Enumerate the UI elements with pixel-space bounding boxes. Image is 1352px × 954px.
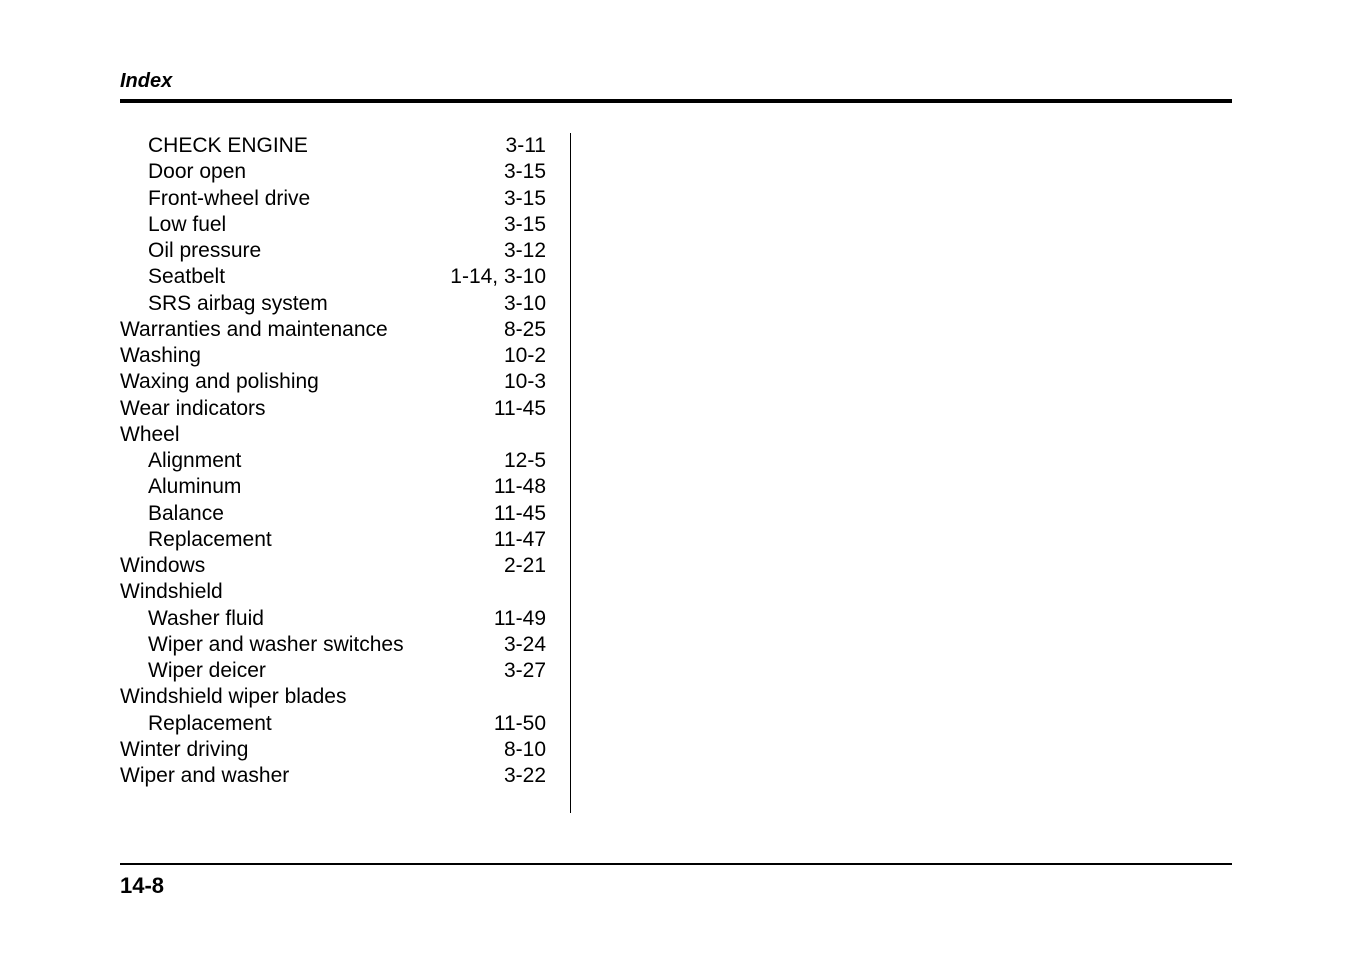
index-entry: Windshield [120,579,546,605]
index-entry-label: Seatbelt [120,264,225,290]
index-entry-label: Door open [120,159,246,185]
index-entry: Washing 10-2 [120,343,546,369]
index-entry-page: 11-45 [482,501,546,527]
index-columns: CHECK ENGINE3-11Door open3-15Front-wheel… [120,133,1232,813]
index-entry: Replacement 11-50 [120,711,546,737]
index-entry: Windshield wiper blades [120,684,546,710]
index-entry-label: Wiper and washer [120,763,289,789]
index-entry-label: SRS airbag system [120,291,328,317]
index-entry: Door open 3-15 [120,159,546,185]
index-entry-page: 11-49 [482,606,546,632]
index-entry-label: Wiper and washer switches [120,632,404,658]
index-entry-page: 2-21 [482,553,546,579]
index-entry-label: Washer fluid [120,606,264,632]
index-entry-label: Replacement [120,527,272,553]
index-entry-label: Windshield wiper blades [120,684,346,710]
index-entry-page: 3-22 [482,763,546,789]
index-entry-page: 3-11 [482,133,546,159]
footer: 14-8 [120,863,1232,899]
index-entry-label: Replacement [120,711,272,737]
index-entry: Washer fluid 11-49 [120,606,546,632]
index-entry: Wear indicators 11-45 [120,396,546,422]
index-entry-page: 8-25 [482,317,546,343]
index-entry: Waxing and polishing 10-3 [120,369,546,395]
index-entry-page: 10-2 [482,343,546,369]
index-entry-page: 11-50 [482,711,546,737]
index-entry: CHECK ENGINE 3-11 [120,133,546,159]
index-entry-label: Wiper deicer [120,658,266,684]
index-entry-label: Warranties and maintenance [120,317,388,343]
page-number: 14-8 [120,873,1232,899]
index-entry: Winter driving 8-10 [120,737,546,763]
header-rule [120,99,1232,103]
index-entry: Wiper and washer 3-22 [120,763,546,789]
index-entry-page: 1-14, 3-10 [450,264,546,290]
index-entry-page: 11-48 [482,474,546,500]
index-entry-label: Wheel [120,422,180,448]
index-entry-page: 10-3 [482,369,546,395]
index-entry-page: 3-15 [482,212,546,238]
index-entry-page: 11-47 [482,527,546,553]
index-entry-page: 3-10 [482,291,546,317]
index-entry: Seatbelt 1-14, 3-10 [120,264,546,290]
index-entry-label: CHECK ENGINE [120,133,308,159]
index-entry: Front-wheel drive 3-15 [120,186,546,212]
index-entry-page: 3-15 [482,159,546,185]
index-entry: Wiper and washer switches 3-24 [120,632,546,658]
index-entry-page: 3-12 [482,238,546,264]
index-entry: Low fuel 3-15 [120,212,546,238]
index-entry: Alignment 12-5 [120,448,546,474]
index-entry-page: 12-5 [482,448,546,474]
index-entry-label: Waxing and polishing [120,369,319,395]
index-entry-page: 11-45 [482,396,546,422]
index-entry-label: Balance [120,501,224,527]
index-entry: Replacement 11-47 [120,527,546,553]
index-entry-label: Wear indicators [120,396,266,422]
index-entry: Wheel [120,422,546,448]
index-entry: Oil pressure 3-12 [120,238,546,264]
footer-rule [120,863,1232,865]
index-entry-label: Windows [120,553,205,579]
index-entry-page: 3-27 [482,658,546,684]
index-entry: Aluminum 11-48 [120,474,546,500]
index-entry-label: Alignment [120,448,241,474]
index-entry-page: 8-10 [482,737,546,763]
index-entry: Warranties and maintenance 8-25 [120,317,546,343]
index-entry-label: Low fuel [120,212,226,238]
index-entry-label: Front-wheel drive [120,186,310,212]
section-heading: Index [120,70,1232,93]
index-entry-label: Oil pressure [120,238,261,264]
index-entry-label: Washing [120,343,201,369]
index-entry: SRS airbag system 3-10 [120,291,546,317]
index-entry-label: Windshield [120,579,223,605]
index-entry: Balance 11-45 [120,501,546,527]
index-entry-page: 3-15 [482,186,546,212]
index-column-right [570,133,1020,813]
index-entry: Windows 2-21 [120,553,546,579]
page: Index CHECK ENGINE3-11Door open3-15Front… [0,0,1352,954]
index-entry-label: Aluminum [120,474,241,500]
index-entry: Wiper deicer 3-27 [120,658,546,684]
index-entry-page: 3-24 [482,632,546,658]
index-column-left: CHECK ENGINE3-11Door open3-15Front-wheel… [120,133,570,813]
index-entry-label: Winter driving [120,737,248,763]
